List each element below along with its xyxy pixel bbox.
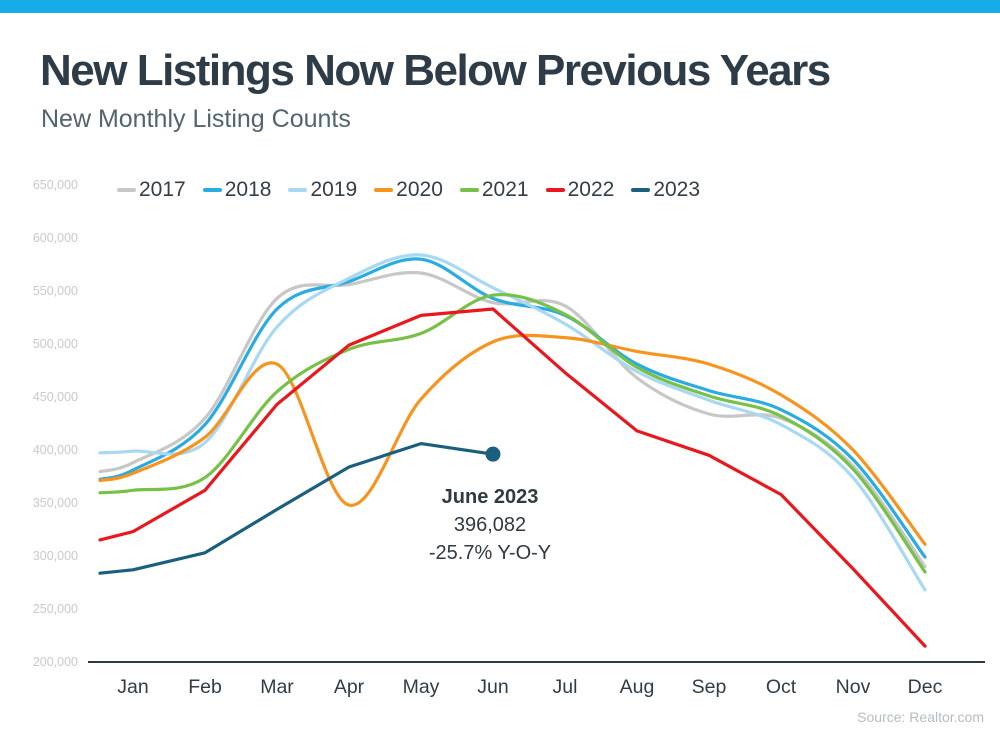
legend-item-2017: 2017 [117, 178, 186, 202]
x-axis-month-label: Oct [765, 676, 797, 698]
annotation-change: -25.7% Y-O-Y [428, 542, 552, 564]
legend-item-2019: 2019 [288, 178, 357, 202]
legend-label: 2023 [653, 178, 701, 201]
annotation-value: 396,082 [453, 514, 527, 536]
x-axis-month-label: Aug [619, 676, 655, 698]
source-credit: Source: Realtor.com [857, 709, 984, 725]
series-line-2023 [98, 442, 495, 575]
annotation-june-2023: June 2023 396,082 -25.7% Y-O-Y [429, 483, 551, 567]
y-axis-tick-label: 450,000 [32, 389, 78, 404]
legend-item-2018: 2018 [202, 178, 272, 202]
legend-item-2022: 2022 [545, 178, 615, 202]
legend-label: 2018 [224, 178, 272, 201]
x-axis-month-label: May [402, 676, 440, 698]
x-axis-month-label: Jun [477, 676, 509, 698]
y-axis-tick-label: 300,000 [32, 548, 78, 563]
legend-swatch [459, 188, 479, 192]
legend-swatch [545, 188, 565, 192]
x-axis-month-label: Apr [333, 676, 365, 698]
legend-swatch [374, 188, 394, 192]
x-axis-month-label: Nov [835, 676, 871, 698]
series-line-2019 [98, 253, 927, 592]
legend-label: 2020 [396, 178, 443, 201]
y-axis-tick-label: 600,000 [32, 230, 78, 245]
series-line-2021 [98, 293, 927, 574]
legend-label: 2017 [139, 178, 186, 201]
legend-label: 2019 [310, 178, 358, 201]
legend-item-2021: 2021 [459, 178, 529, 202]
y-axis-tick-label: 650,000 [32, 177, 78, 192]
y-axis-tick-label: 550,000 [32, 283, 78, 298]
legend-item-2020: 2020 [374, 178, 443, 202]
june-2023-data-point [485, 446, 501, 462]
legend-swatch [288, 188, 308, 192]
legend-swatch [202, 188, 222, 192]
y-axis-tick-label: 400,000 [32, 442, 78, 457]
series-line-2018 [98, 257, 927, 559]
x-axis-month-label: Feb [188, 676, 222, 698]
annotation-title: June 2023 [441, 486, 539, 508]
chart-legend: 2017 2018 2019 2020 2021 2022 2023 [117, 176, 700, 204]
x-axis-month-label: Dec [907, 676, 943, 698]
series-line-2022 [98, 307, 927, 648]
x-axis-month-label: Sep [691, 676, 727, 698]
legend-label: 2021 [481, 178, 529, 201]
x-axis-month-label: Jan [117, 676, 149, 698]
y-axis-tick-label: 500,000 [32, 336, 78, 351]
legend-swatch [117, 188, 136, 192]
accent-bar [0, 0, 1000, 13]
x-axis-month-label: Jul [552, 676, 578, 698]
legend-item-2023: 2023 [631, 178, 700, 202]
legend-label: 2022 [567, 178, 615, 201]
page-title: New Listings Now Below Previous Years [40, 46, 831, 95]
series-line-2020 [98, 333, 927, 546]
y-axis-tick-label: 250,000 [32, 601, 78, 616]
legend-swatch [631, 188, 651, 192]
y-axis-tick-label: 350,000 [32, 495, 78, 510]
x-axis-month-label: Mar [260, 676, 294, 698]
y-axis-tick-label: 200,000 [32, 654, 78, 669]
page-subtitle: New Monthly Listing Counts [41, 105, 351, 133]
